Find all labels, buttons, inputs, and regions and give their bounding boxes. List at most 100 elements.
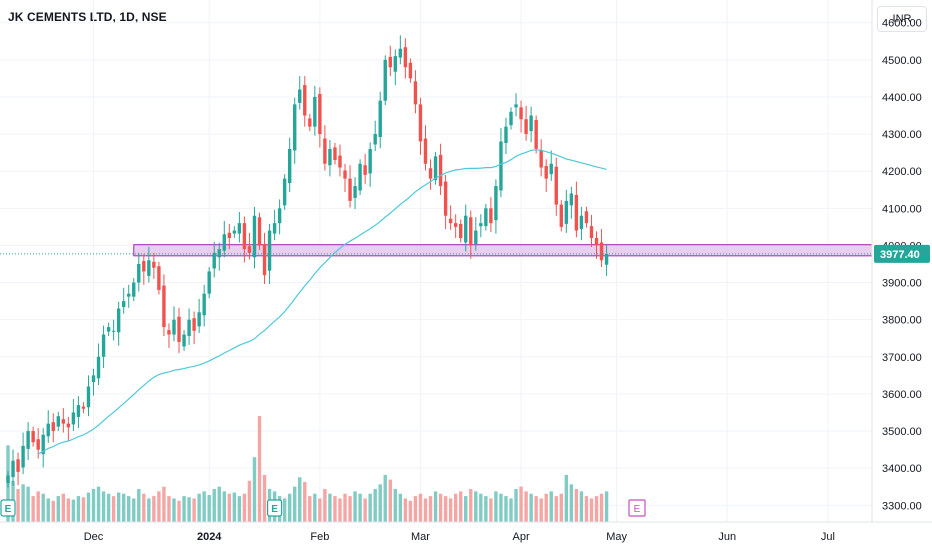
x-tick-label: Feb — [310, 531, 329, 543]
volume-bar — [388, 479, 392, 522]
volume-bar — [152, 496, 156, 522]
candle-body — [86, 386, 91, 408]
candle-body — [474, 230, 478, 244]
volume-bar — [187, 497, 191, 522]
x-tick-label: Jun — [718, 531, 736, 543]
candle-body — [157, 266, 161, 290]
candle-body — [453, 223, 458, 227]
candle-body — [338, 155, 342, 168]
candle-body — [524, 119, 528, 135]
candle-body — [428, 168, 433, 179]
candle-body — [433, 156, 438, 181]
candle-body — [358, 163, 362, 191]
volume-bar — [348, 496, 352, 522]
volume-bar — [313, 493, 317, 522]
y-tick-label: 3300.00 — [882, 500, 922, 512]
earnings-marker[interactable] — [628, 499, 646, 517]
candle-body — [36, 439, 40, 450]
x-tick-label: Mar — [411, 531, 430, 543]
candle-body — [479, 223, 483, 227]
volume-bar — [529, 493, 533, 522]
volume-bar — [474, 491, 478, 522]
volume-bar — [524, 491, 528, 522]
candle-body — [212, 252, 216, 269]
volume-bar — [579, 491, 584, 522]
candle-body — [408, 62, 413, 79]
volume-bar — [338, 498, 342, 522]
candle-body — [277, 208, 282, 224]
candle-body — [31, 431, 35, 443]
candle-body — [403, 47, 408, 68]
volume-bar — [31, 496, 35, 522]
last-price-badge — [874, 244, 930, 263]
candle-body — [584, 211, 589, 224]
volume-bar — [318, 498, 322, 522]
volume-bar — [16, 489, 20, 522]
candle-body — [162, 285, 166, 328]
volume-bar — [499, 493, 503, 522]
candle-body — [373, 134, 377, 145]
volume-bar — [589, 498, 594, 522]
candle-body — [127, 293, 131, 297]
volume-bar — [282, 498, 287, 522]
x-tick-label: Jul — [821, 531, 835, 543]
currency-selector[interactable]: INR — [877, 6, 927, 32]
dividend-marker[interactable] — [266, 499, 283, 517]
candle-body — [514, 104, 518, 108]
volume-bar — [167, 496, 171, 522]
volume-bar — [293, 486, 297, 522]
volume-bar — [378, 484, 382, 522]
candle-body — [438, 154, 443, 187]
volume-bar — [534, 496, 538, 522]
volume-bar — [227, 493, 232, 522]
volume-bar — [121, 493, 126, 522]
candle-body — [579, 215, 584, 230]
candle-body — [227, 232, 232, 239]
volume-bar — [383, 474, 387, 522]
y-tick-label: 4500.00 — [882, 55, 922, 67]
volume-bar — [358, 493, 362, 522]
candle-body — [61, 419, 66, 424]
candle-body — [594, 238, 599, 246]
candle-body — [448, 218, 453, 224]
candle-body — [21, 445, 25, 468]
y-tick-label: 3500.00 — [882, 426, 922, 438]
dividend-marker-label: E — [271, 504, 278, 515]
candle-body — [464, 215, 468, 243]
candle-body — [56, 416, 60, 427]
volume-bar — [328, 493, 332, 522]
candle-body — [16, 459, 20, 472]
y-tick-label: 4400.00 — [882, 92, 922, 104]
volume-bar — [574, 489, 579, 522]
volume-bar — [604, 491, 609, 522]
candle-body — [187, 319, 191, 337]
candle-body — [539, 150, 543, 168]
volume-bar — [66, 498, 71, 522]
volume-bar — [222, 491, 226, 522]
candle-body — [398, 48, 403, 58]
volume-bar — [162, 486, 166, 522]
candle-body — [232, 230, 237, 234]
volume-bar — [247, 480, 252, 522]
volume-bar — [147, 498, 151, 522]
candle-body — [202, 293, 206, 316]
volume-bar — [413, 496, 418, 522]
volume-bar — [428, 496, 433, 522]
candle-body — [51, 422, 55, 432]
volume-bar — [408, 500, 413, 522]
candle-body — [192, 318, 196, 331]
volume-bar — [157, 491, 161, 522]
volume-bar — [368, 493, 372, 522]
candle-body — [599, 242, 604, 261]
volume-bar — [433, 491, 438, 522]
volume-bar — [177, 500, 181, 522]
candle-body — [91, 375, 96, 383]
candle-body — [111, 330, 116, 332]
candle-body — [257, 217, 262, 246]
dividend-marker[interactable] — [0, 499, 16, 517]
candle-body — [559, 204, 563, 227]
volume-bar — [343, 493, 347, 522]
candle-body — [267, 230, 272, 271]
candle-body — [529, 115, 533, 132]
